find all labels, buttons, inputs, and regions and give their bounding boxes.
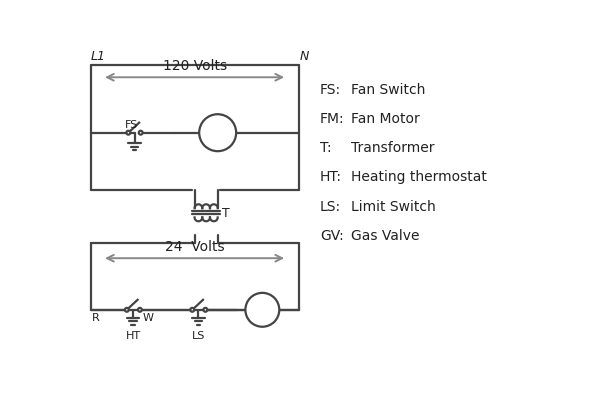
Text: L1: L1 — [91, 50, 106, 63]
Text: FM: FM — [209, 126, 227, 139]
Text: GV: GV — [253, 303, 271, 316]
Circle shape — [245, 293, 279, 327]
Circle shape — [138, 308, 142, 312]
Text: LS:: LS: — [320, 200, 341, 214]
Text: Fan Switch: Fan Switch — [351, 83, 425, 97]
Text: Fan Motor: Fan Motor — [351, 112, 419, 126]
Text: W: W — [142, 313, 153, 323]
Circle shape — [199, 114, 236, 151]
Text: N: N — [300, 50, 309, 63]
Text: Transformer: Transformer — [351, 141, 434, 155]
Circle shape — [204, 308, 207, 312]
Text: FS: FS — [125, 120, 139, 130]
Text: Heating thermostat: Heating thermostat — [351, 170, 487, 184]
Text: 24  Volts: 24 Volts — [165, 240, 224, 254]
Circle shape — [139, 131, 143, 135]
Text: GV:: GV: — [320, 229, 344, 243]
Text: Gas Valve: Gas Valve — [351, 229, 419, 243]
Text: T:: T: — [320, 141, 332, 155]
Text: R: R — [92, 313, 100, 323]
Text: 120 Volts: 120 Volts — [162, 60, 227, 74]
Text: HT:: HT: — [320, 170, 342, 184]
Text: LS: LS — [192, 331, 205, 341]
Text: Limit Switch: Limit Switch — [351, 200, 435, 214]
Text: T: T — [221, 207, 230, 220]
Text: FM:: FM: — [320, 112, 345, 126]
Circle shape — [125, 308, 129, 312]
Circle shape — [191, 308, 194, 312]
Text: HT: HT — [126, 331, 140, 341]
Circle shape — [126, 131, 130, 135]
Text: FS:: FS: — [320, 83, 341, 97]
